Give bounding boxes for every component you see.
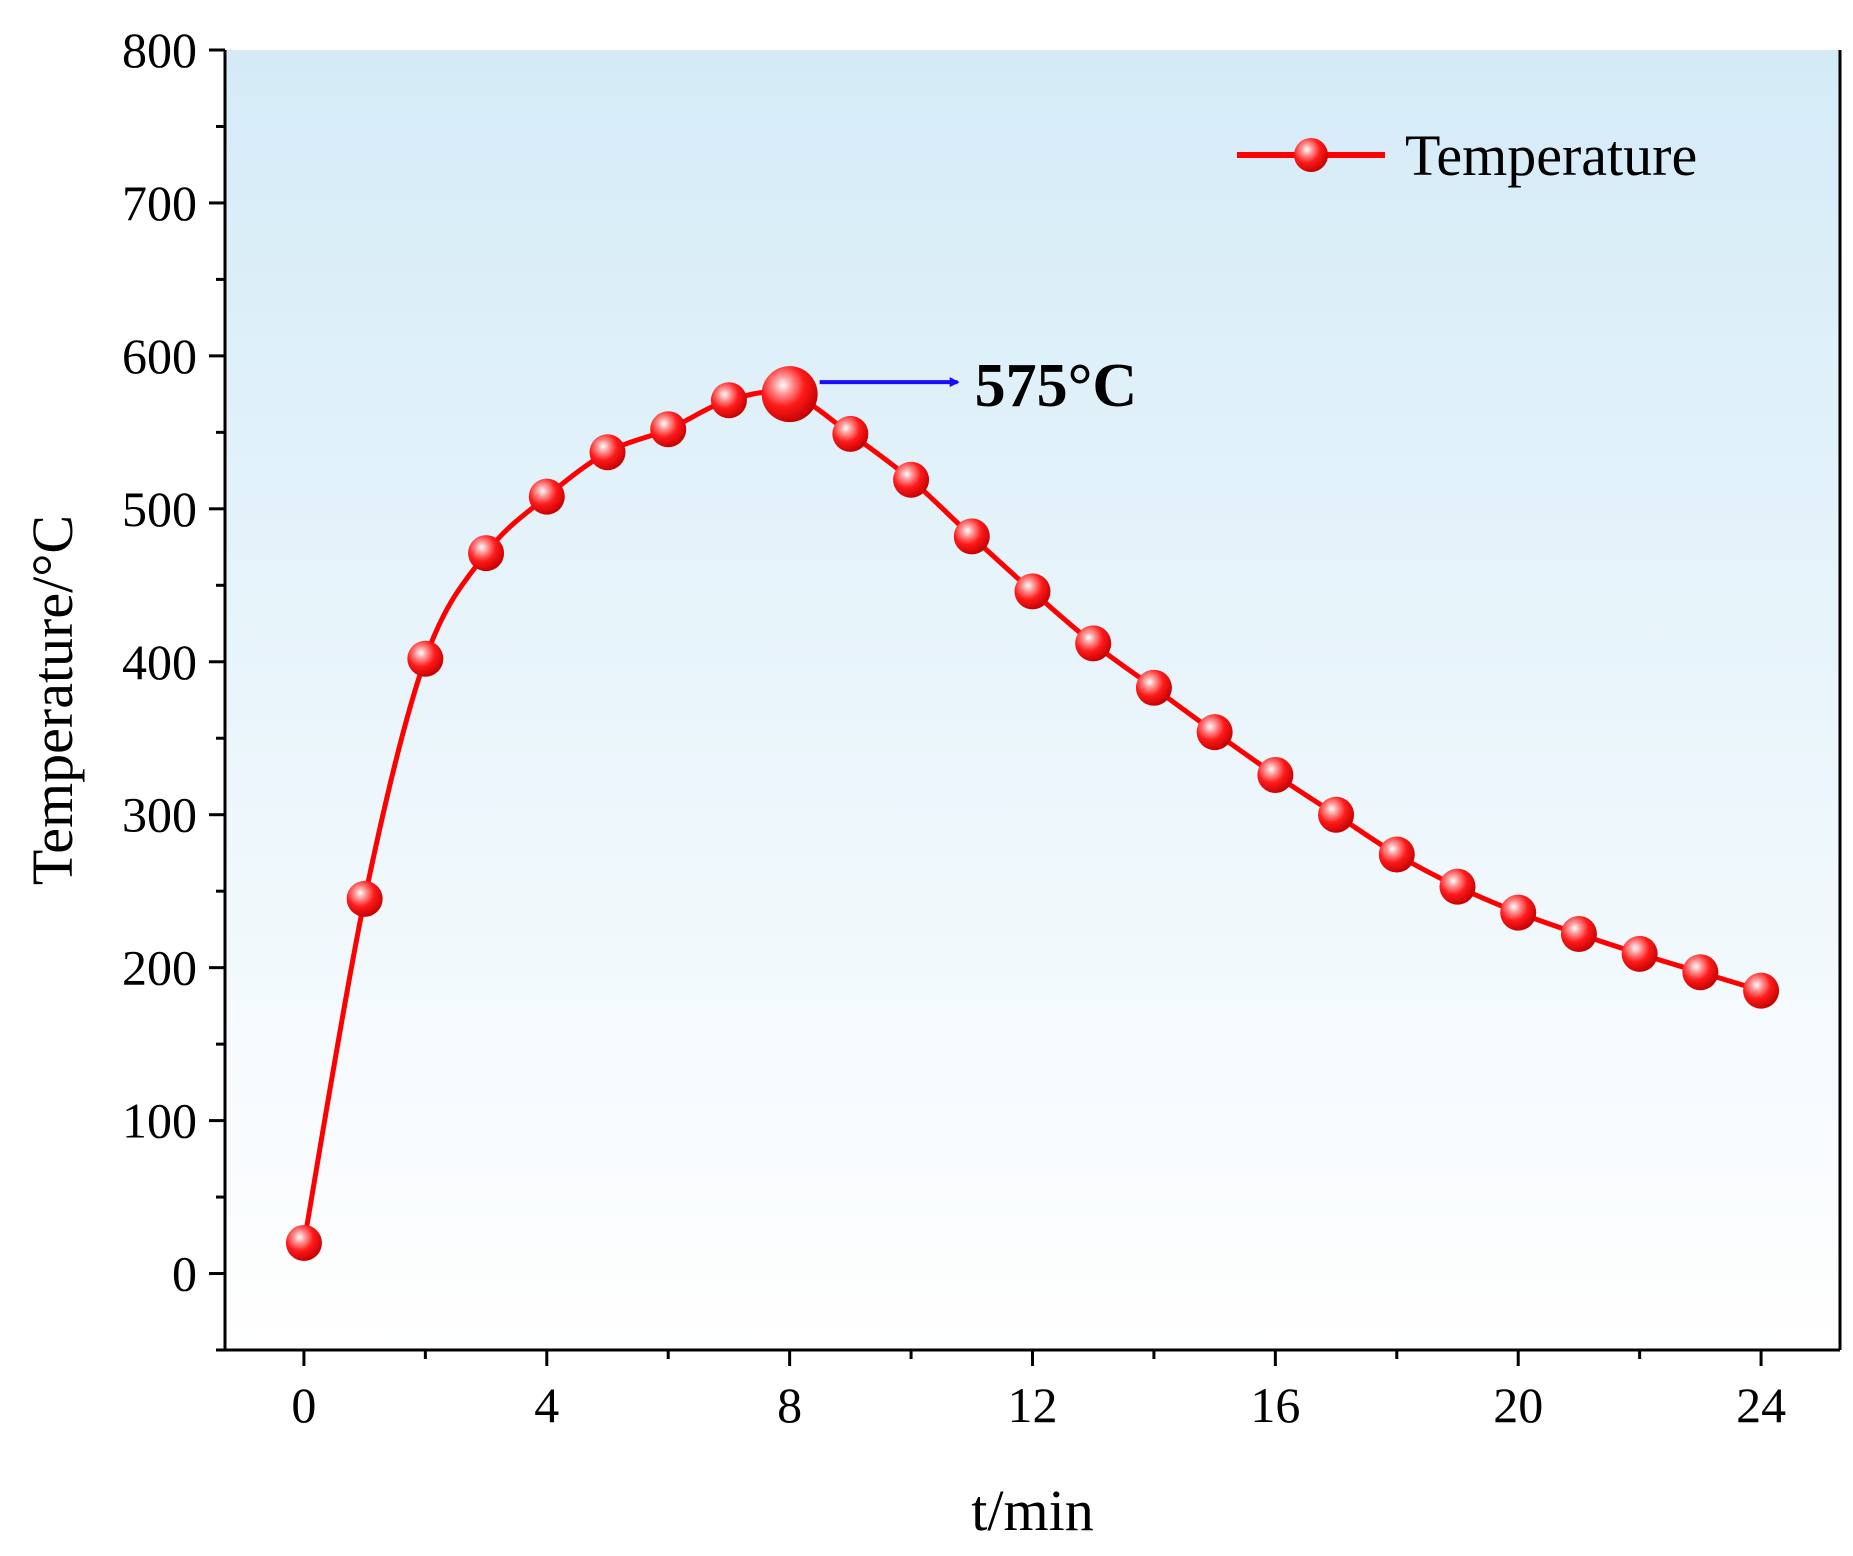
legend: Temperature [1237,123,1697,188]
data-point [1743,972,1780,1009]
peak-annotation: 575°C [819,352,1138,420]
data-point [346,880,383,917]
y-tick-label: 200 [122,940,197,996]
data-point [1439,868,1476,905]
x-tick-label: 16 [1250,1377,1300,1433]
data-point [1318,796,1355,833]
data-point [650,411,687,448]
y-tick-label: 500 [122,481,197,537]
x-tick-label: 24 [1736,1377,1786,1433]
x-tick-label: 20 [1493,1377,1543,1433]
y-tick-label: 600 [122,328,197,384]
data-point [407,640,444,677]
data-point [1075,625,1112,662]
legend-marker [1294,138,1328,172]
data-point [710,382,747,419]
data-point [1500,894,1537,931]
data-point [589,434,626,471]
plot-area [225,50,1840,1350]
data-point [1621,935,1658,972]
legend-label: Temperature [1405,123,1697,188]
x-tick-label: 8 [777,1377,802,1433]
data-point [1014,573,1051,610]
x-tick-label: 12 [1008,1377,1058,1433]
data-point [1378,836,1415,873]
y-axis-ticks: 0 100 200 300 400 500 600 700 800 [122,22,225,1352]
data-point [1682,954,1719,991]
y-tick-label: 400 [122,634,197,690]
data-point [1257,756,1294,793]
data-point [953,518,990,555]
x-axis-ticks: 0 4 8 12 16 20 24 [291,1350,1786,1433]
y-tick-label: 100 [122,1093,197,1149]
peak-point [761,366,818,423]
data-point [468,535,505,572]
peak-label: 575°C [975,352,1138,420]
data-point [285,1224,322,1261]
series-temperature [285,366,1780,1261]
data-point [1196,714,1233,751]
y-tick-label: 300 [122,787,197,843]
x-axis-title: t/min [971,1478,1093,1543]
data-point [832,415,869,452]
y-axis-title: Temperature/°C [20,515,85,885]
data-point [528,478,565,515]
y-tick-label: 800 [122,22,197,78]
data-point [1135,669,1172,706]
y-tick-label: 700 [122,175,197,231]
data-point [1560,916,1597,952]
x-tick-label: 4 [534,1377,559,1433]
x-tick-label: 0 [291,1377,316,1433]
data-point [893,461,930,498]
y-tick-label: 0 [172,1246,197,1302]
